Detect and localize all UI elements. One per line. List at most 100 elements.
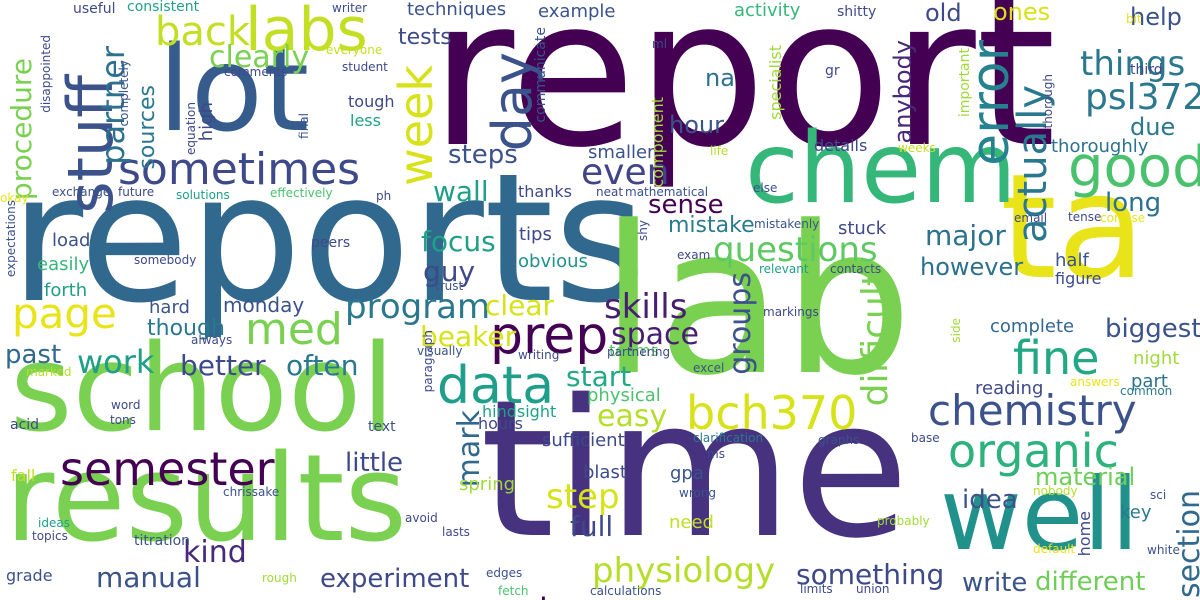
word-stuck: stuck bbox=[838, 218, 887, 239]
word-material: material bbox=[1035, 463, 1136, 491]
word-component: component bbox=[648, 97, 667, 188]
word-shy: shy bbox=[636, 220, 650, 241]
word-tough: tough bbox=[348, 92, 395, 111]
word-details: details bbox=[814, 136, 868, 155]
word-tips: tips bbox=[519, 224, 552, 245]
word-better: better bbox=[180, 349, 266, 382]
word-biggest: biggest bbox=[1105, 314, 1200, 344]
word-key: key bbox=[1120, 502, 1152, 523]
word-high: high bbox=[196, 102, 217, 142]
word-step: step bbox=[546, 477, 620, 517]
word-side: side bbox=[949, 318, 963, 343]
word-bch370: bch370 bbox=[686, 386, 858, 440]
word-final: final bbox=[297, 113, 311, 139]
word-page: page bbox=[12, 289, 117, 338]
word-program: program bbox=[345, 287, 491, 327]
word-rough: rough bbox=[262, 571, 297, 585]
word-kind: kind bbox=[183, 535, 247, 570]
word-due: due bbox=[1130, 113, 1176, 141]
word-idea: idea bbox=[962, 485, 1018, 515]
word-tests: tests bbox=[398, 25, 452, 50]
word-past: past bbox=[5, 340, 62, 370]
word-even: even bbox=[581, 152, 670, 193]
word-mistakenly: mistakenly bbox=[754, 217, 820, 231]
word-thanks: thanks bbox=[518, 182, 572, 201]
word-sometimes: sometimes bbox=[118, 144, 361, 195]
word-exam: exam bbox=[677, 248, 711, 262]
word-contacts: contacts bbox=[830, 262, 882, 276]
word-thorough: thorough bbox=[1041, 74, 1055, 129]
word-teams: teams bbox=[609, 341, 659, 360]
word-wrong: wrong bbox=[679, 486, 717, 500]
word-calculations: calculations bbox=[590, 584, 662, 598]
word-hours: hours bbox=[478, 414, 523, 433]
word-consistent: consistent bbox=[127, 0, 200, 15]
word-effectively: effectively bbox=[270, 186, 333, 200]
word-fetch: fetch bbox=[498, 584, 529, 598]
word-focus: focus bbox=[421, 225, 496, 258]
word-bit: bit bbox=[1126, 12, 1142, 26]
word-neat: neat bbox=[596, 185, 624, 199]
word-semester: semester bbox=[60, 442, 275, 496]
word-lot: lot bbox=[158, 20, 310, 158]
word-ones: ones bbox=[993, 0, 1051, 26]
word-expectations: expectations bbox=[4, 200, 18, 278]
word-procedure: procedure bbox=[5, 58, 38, 201]
word-always: always bbox=[191, 333, 233, 347]
word-writing: writing bbox=[518, 348, 560, 362]
word-results: results bbox=[5, 430, 408, 569]
word-start: start bbox=[566, 360, 632, 393]
word-report: report bbox=[430, 0, 1057, 193]
word-ideas: ideas bbox=[38, 516, 70, 530]
word-work: work bbox=[77, 343, 155, 381]
word-organic: organic bbox=[948, 424, 1119, 478]
word-obvious: obvious bbox=[518, 251, 588, 272]
word-student: student bbox=[342, 60, 388, 74]
word-tas: tas bbox=[539, 592, 588, 600]
word-shitty: shitty bbox=[837, 4, 877, 20]
word-white: white bbox=[1147, 543, 1180, 557]
word-default: default bbox=[1033, 542, 1076, 556]
word-tense: tense bbox=[1068, 210, 1102, 224]
word-hindsight: hindsight bbox=[482, 402, 557, 421]
word-exchange: exchange bbox=[52, 185, 111, 199]
word-anybody: anybody bbox=[889, 40, 917, 144]
word-gr: gr bbox=[825, 63, 840, 79]
word-hour: hour bbox=[669, 111, 724, 139]
word-life: life bbox=[710, 144, 729, 158]
word-completely: completely bbox=[117, 60, 131, 127]
word-half: half bbox=[1055, 250, 1089, 271]
word-excel: excel bbox=[693, 361, 725, 375]
word-acid: acid bbox=[10, 417, 40, 433]
word-spring: spring bbox=[459, 474, 516, 495]
word-comments: comments bbox=[224, 65, 288, 79]
word-help: help bbox=[1130, 3, 1182, 31]
word-well: well bbox=[940, 456, 1139, 573]
word-data: data bbox=[437, 356, 555, 416]
word-old: old bbox=[925, 0, 962, 27]
word-techniques: techniques bbox=[407, 0, 507, 20]
word-third: third bbox=[1130, 62, 1163, 78]
word-prep: prep bbox=[490, 306, 609, 366]
word-clearly: clearly bbox=[209, 40, 310, 75]
word-ms: ms bbox=[707, 447, 725, 461]
word-example: example bbox=[538, 1, 616, 22]
word-physiology: physiology bbox=[592, 551, 776, 591]
word-often: often bbox=[286, 349, 359, 382]
word-day: day bbox=[481, 52, 544, 152]
word-base: base bbox=[911, 431, 940, 445]
word-topics: topics bbox=[32, 529, 68, 543]
word-easy: easy bbox=[597, 399, 668, 434]
word-clarification: clarification bbox=[693, 431, 764, 445]
word-edges: edges bbox=[486, 566, 523, 580]
word-night: night bbox=[1133, 348, 1180, 369]
word-ph: ph bbox=[376, 189, 392, 203]
word-weeks: weeks bbox=[898, 141, 936, 155]
word-fine: fine bbox=[1013, 331, 1100, 385]
word-part: part bbox=[1131, 371, 1168, 392]
word-mistake: mistake bbox=[668, 213, 755, 238]
word-nobody: nobody bbox=[1033, 484, 1078, 498]
word-sense: sense bbox=[648, 190, 724, 220]
word-less: less bbox=[350, 111, 381, 130]
word-markings: markings bbox=[763, 305, 819, 319]
